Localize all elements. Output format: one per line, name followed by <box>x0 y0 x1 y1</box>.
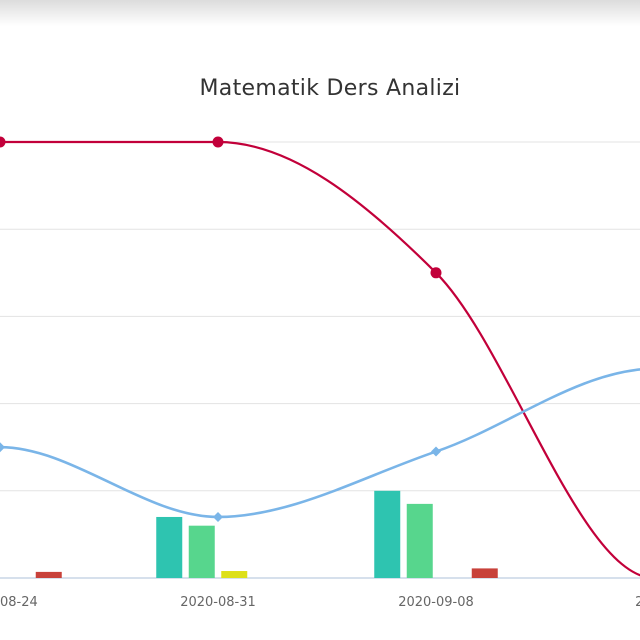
bar-mark <box>188 525 215 578</box>
bar-mark <box>35 571 62 578</box>
x-tick-label: 2020-08-31 <box>180 595 256 610</box>
chart-title: Matematik Ders Analizi <box>199 76 461 101</box>
bar-mark <box>374 490 401 578</box>
x-tick-label: 2020-09-08 <box>398 595 474 610</box>
x-tick-label: 2020- <box>635 595 640 610</box>
line-series-1 <box>0 140 640 577</box>
x-tick-label: 2020-08-24 <box>0 595 38 610</box>
line-point <box>0 442 5 453</box>
line-point <box>0 136 6 148</box>
line-point <box>431 446 441 457</box>
bar-mark <box>221 571 248 578</box>
line-point <box>430 267 442 279</box>
line-point <box>212 136 224 148</box>
bar-mark <box>471 568 498 578</box>
bar-mark <box>156 516 183 578</box>
line-point <box>213 511 223 522</box>
bar-mark <box>406 503 433 578</box>
window-top-shadow <box>0 0 640 26</box>
line-series-2 <box>0 368 640 519</box>
